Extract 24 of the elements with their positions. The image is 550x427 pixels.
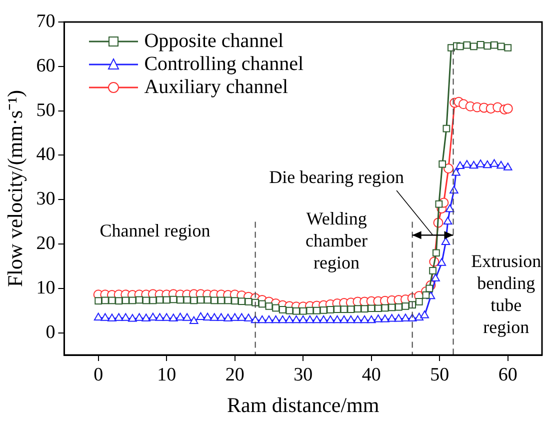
- x-tick-label: 20: [225, 364, 244, 386]
- x-tick-label: 10: [157, 364, 176, 386]
- y-tick-label: 0: [46, 322, 56, 343]
- x-axis-title: Ram distance/mm: [226, 392, 380, 417]
- y-tick-label: 70: [36, 10, 56, 32]
- x-tick-label: 0: [94, 364, 104, 386]
- y-tick-label: 50: [36, 100, 56, 121]
- annotation: Die bearing region: [269, 167, 404, 188]
- y-tick-label: 20: [36, 232, 56, 254]
- y-tick-label: 10: [36, 277, 56, 298]
- y-axis-title: Flow velocity/(mm·s⁻¹): [3, 90, 28, 288]
- y-tick-label: 60: [36, 55, 56, 76]
- legend-label: Controlling channel: [144, 53, 304, 76]
- x-tick-label: 40: [362, 364, 381, 386]
- x-tick-label: 30: [294, 364, 313, 386]
- legend-label: Opposite channel: [144, 30, 284, 53]
- annotation: Extrusion bending tube region: [471, 250, 542, 337]
- x-tick-label: 50: [430, 364, 450, 386]
- y-tick-label: 40: [36, 144, 56, 166]
- annotation: Welding chamber region: [306, 208, 368, 273]
- annotation: Channel region: [100, 220, 210, 241]
- y-tick-label: 30: [36, 188, 56, 210]
- legend-label: Auxiliary channel: [144, 76, 288, 99]
- x-tick-label: 60: [498, 364, 518, 386]
